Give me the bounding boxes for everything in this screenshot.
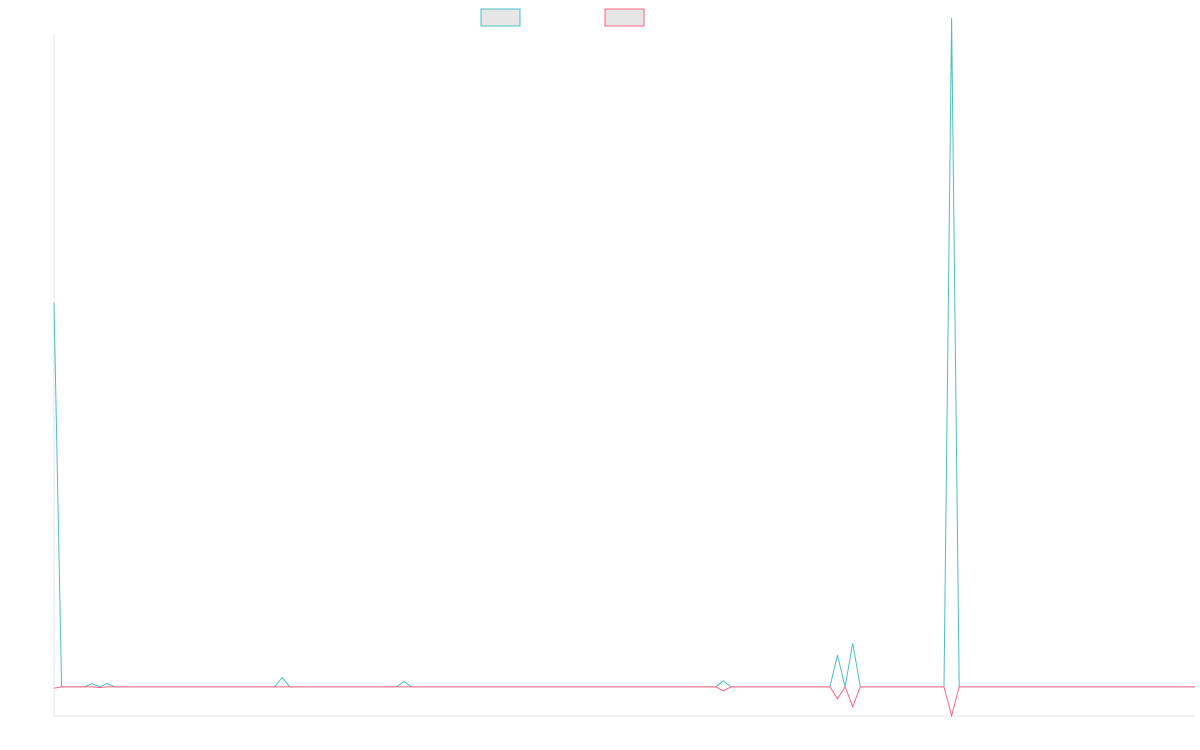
series-line-2 xyxy=(53,685,1195,718)
series-group xyxy=(53,18,1195,718)
legend-swatch-2[interactable] xyxy=(604,8,645,27)
legend xyxy=(480,8,645,27)
series-line-1 xyxy=(53,18,1195,688)
legend-swatch-1[interactable] xyxy=(480,8,521,27)
axes xyxy=(53,34,1195,717)
